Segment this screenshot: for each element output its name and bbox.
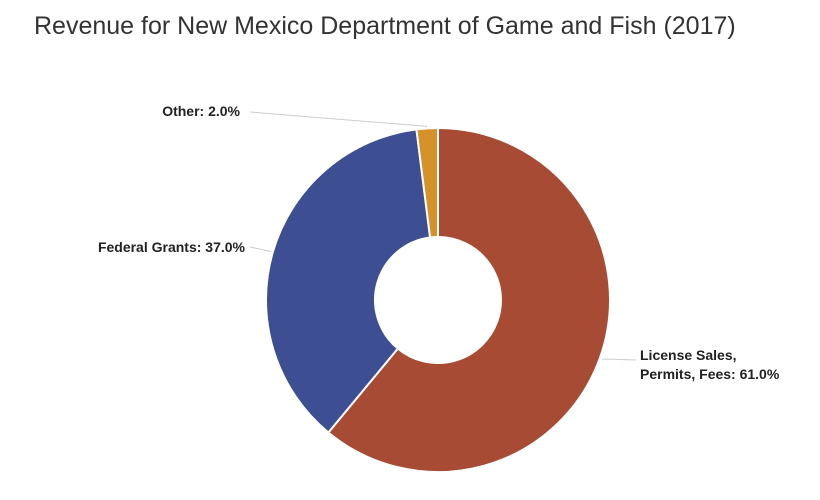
donut-slice (265, 128, 432, 434)
chart-title: Revenue for New Mexico Department of Gam… (34, 12, 736, 40)
leader-line (249, 246, 272, 252)
data-label: License Sales, Permits, Fees: 61.0% (640, 347, 780, 382)
data-label: Federal Grants: 37.0% (97, 239, 245, 255)
leader-line (249, 111, 428, 127)
data-label: Other: 2.0% (162, 103, 240, 119)
donut-slice (415, 126, 439, 239)
donut-slice (326, 126, 611, 473)
leader-line (601, 358, 637, 361)
